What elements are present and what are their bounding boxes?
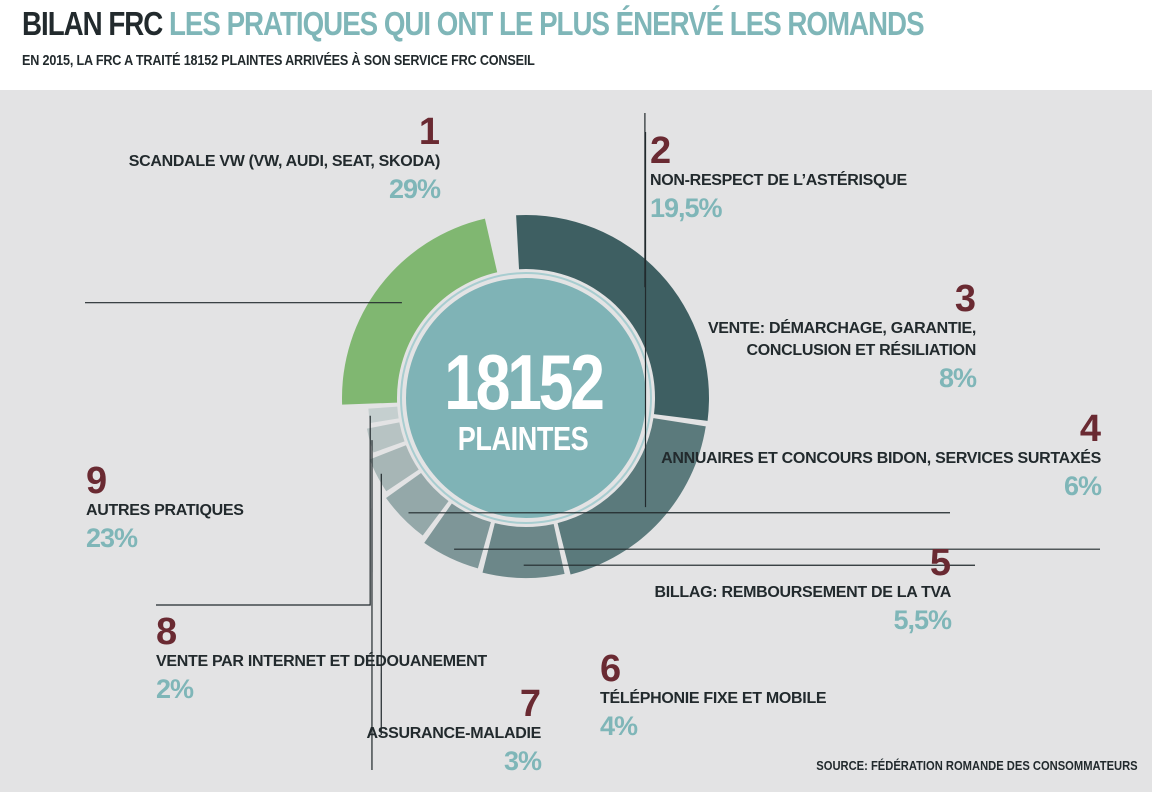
label-7: 7 ASSURANCE-MALADIE 3%: [366, 683, 542, 777]
donut-slice-7: [366, 422, 405, 453]
label-6: 6 TÉLÉPHONIE FIXE ET MOBILE 4%: [600, 648, 827, 742]
source-note: SOURCE: FÉDÉRATION ROMANDE DES CONSOMMAT…: [816, 758, 1138, 773]
donut-slice-4: [424, 503, 491, 569]
category-7-name: ASSURANCE-MALADIE: [366, 725, 542, 742]
label-2: 2 NON-RESPECT DE L’ASTÉRISQUE 19,5%: [650, 132, 907, 224]
category-6-name: TÉLÉPHONIE FIXE ET MOBILE: [600, 690, 827, 707]
label-1: 1 SCANDALE VW (VW, AUDI, SEAT, SKODA) 29…: [128, 111, 441, 205]
category-2-name: NON-RESPECT DE L’ASTÉRISQUE: [650, 172, 907, 189]
category-1-name: SCANDALE VW (VW, AUDI, SEAT, SKODA): [128, 153, 441, 170]
rank-9: 9: [86, 460, 108, 502]
rank-8: 8: [156, 611, 178, 653]
category-5-pct: 5,5%: [893, 605, 952, 635]
page-title: BILAN FRC LES PRATIQUES QUI ONT LE PLUS …: [22, 4, 925, 44]
rank-3: 3: [954, 278, 976, 320]
rank-1: 1: [418, 111, 440, 153]
category-6-pct: 4%: [600, 711, 638, 741]
donut-slice-8: [368, 406, 399, 423]
center-disc: [406, 278, 646, 518]
category-2-pct: 19,5%: [650, 193, 723, 223]
label-3: 3 VENTE: DÉMARCHAGE, GARANTIE, CONCLUSIO…: [707, 278, 977, 394]
category-4-name: ANNUAIRES ET CONCOURS BIDON, SERVICES SU…: [661, 450, 1101, 467]
title-main: LES PRATIQUES QUI ONT LE PLUS ÉNERVÉ LES…: [168, 5, 925, 42]
rank-7: 7: [519, 683, 541, 725]
label-8: 8 VENTE PAR INTERNET ET DÉDOUANEMENT 2%: [156, 613, 487, 705]
rank-5: 5: [929, 542, 951, 584]
leader-line-8: [156, 415, 371, 606]
title-prefix: BILAN FRC: [22, 5, 163, 42]
donut-slice-1: [516, 215, 709, 421]
category-3-name-line1: VENTE: DÉMARCHAGE, GARANTIE,: [707, 320, 976, 337]
rank-2: 2: [650, 130, 672, 172]
category-5-name: BILLAG: REMBOURSEMENT DE LA TVA: [654, 584, 952, 601]
category-3-pct: 8%: [938, 363, 977, 393]
donut-slice-6: [369, 445, 419, 492]
center-total: 18152: [444, 338, 605, 426]
donut-slice-2: [557, 418, 706, 575]
category-7-pct: 3%: [503, 746, 542, 776]
center-unit: PLAINTES: [457, 420, 589, 457]
donut-slice-3: [482, 523, 565, 578]
category-9-name: AUTRES PRATIQUES: [86, 502, 244, 519]
category-8-name: VENTE PAR INTERNET ET DÉDOUANEMENT: [156, 653, 487, 670]
rank-4: 4: [1079, 408, 1101, 450]
category-1-pct: 29%: [388, 174, 441, 204]
category-4-pct: 6%: [1063, 471, 1102, 501]
label-5: 5 BILLAG: REMBOURSEMENT DE LA TVA 5,5%: [654, 542, 952, 636]
header: BILAN FRC LES PRATIQUES QUI ONT LE PLUS …: [0, 0, 1152, 90]
category-8-pct: 2%: [156, 674, 194, 704]
rank-6: 6: [600, 648, 622, 690]
label-9: 9 AUTRES PRATIQUES 23%: [86, 462, 244, 554]
inner-ring: [400, 272, 652, 524]
page-subtitle: EN 2015, LA FRC A TRAITÉ 18152 PLAINTES …: [22, 52, 535, 69]
label-4: 4 ANNUAIRES ET CONCOURS BIDON, SERVICES …: [661, 408, 1102, 502]
category-9-pct: 23%: [86, 523, 138, 553]
category-3-name-line2: CONCLUSION ET RÉSILIATION: [746, 342, 976, 359]
donut-slice-9: [342, 218, 498, 405]
donut-slice-5: [386, 472, 449, 536]
